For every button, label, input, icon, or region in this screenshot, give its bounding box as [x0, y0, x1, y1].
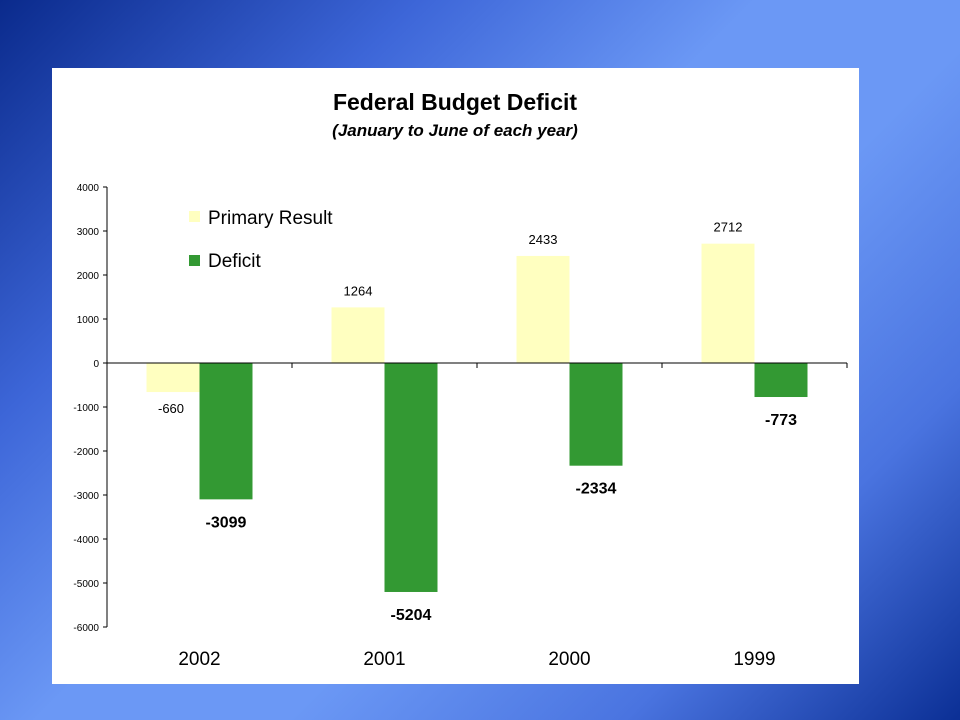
data-label-deficit-1999: -773 — [765, 412, 797, 429]
y-tick-label: 0 — [93, 359, 99, 370]
bar-deficit-1999 — [754, 363, 808, 398]
y-tick-label: -1000 — [73, 403, 99, 414]
y-tick-label: -4000 — [73, 535, 99, 546]
bar-primary-result-1999 — [701, 243, 755, 363]
legend-label-primary-result: Primary Result — [208, 208, 333, 229]
legend-swatch-primary-result — [189, 211, 200, 222]
y-tick-label: -2000 — [73, 447, 99, 458]
data-label-primary-result-1999: 2712 — [714, 220, 743, 235]
data-label-deficit-2000: -2334 — [576, 481, 617, 498]
chart-title: Federal Budget Deficit — [333, 89, 577, 115]
x-category-label-2002: 2002 — [178, 649, 220, 670]
chart-panel: Federal Budget Deficit (January to June … — [52, 68, 859, 684]
data-labels: -660 -3099 1264 -5204 2433 -2334 2712 -773 — [158, 220, 797, 624]
data-label-deficit-2001: -5204 — [391, 607, 432, 624]
data-label-primary-result-2002: -660 — [158, 401, 184, 416]
data-label-primary-result-2001: 1264 — [344, 283, 373, 298]
y-tick-label: -6000 — [73, 623, 99, 634]
bar-deficit-2002 — [199, 363, 253, 500]
legend-swatch-deficit — [189, 255, 200, 266]
y-tick-label: -5000 — [73, 579, 99, 590]
y-axis: 4000 3000 2000 1000 0 -1000 -2000 -3000 -4000 -50… — [73, 183, 108, 634]
chart-subtitle: (January to June of each year) — [332, 121, 578, 140]
bar-primary-result-2000 — [516, 255, 570, 363]
bar-primary-result-2001 — [331, 307, 385, 363]
bar-primary-result-2002 — [146, 363, 200, 393]
data-label-primary-result-2000: 2433 — [529, 232, 558, 247]
y-tick-label: 4000 — [77, 183, 100, 194]
y-tick-label: 1000 — [77, 315, 100, 326]
x-category-label-1999: 1999 — [733, 649, 775, 670]
x-axis: 2002 2001 2000 1999 — [106, 362, 848, 670]
y-tick-label: 3000 — [77, 227, 100, 238]
y-tick-label: -3000 — [73, 491, 99, 502]
bar-deficit-2000 — [569, 363, 623, 466]
bars — [146, 243, 808, 592]
data-label-deficit-2002: -3099 — [206, 514, 247, 531]
x-category-label-2001: 2001 — [363, 649, 405, 670]
legend-label-deficit: Deficit — [208, 251, 262, 272]
legend: Primary Result Deficit — [189, 208, 333, 272]
bar-chart: Federal Budget Deficit (January to June … — [73, 89, 848, 670]
y-tick-label: 2000 — [77, 271, 100, 282]
x-category-label-2000: 2000 — [548, 649, 590, 670]
bar-deficit-2001 — [384, 363, 438, 592]
